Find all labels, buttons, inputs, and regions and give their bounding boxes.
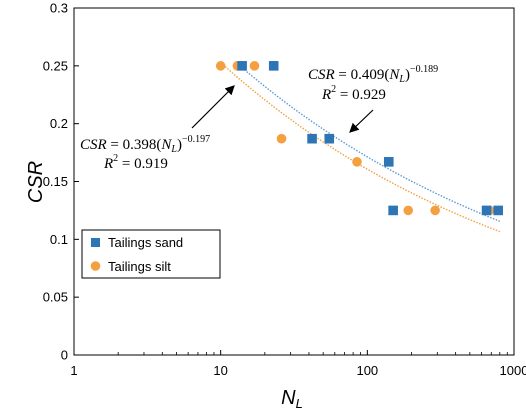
axis-ticks: 0 0.05 0.1 0.15 0.2 0.25 0.3 1 10 100 1000: [43, 1, 526, 379]
silt-fit-exp: −0.197: [182, 134, 210, 145]
x-tick-label: 10: [213, 363, 227, 378]
fit-curves: [220, 61, 501, 233]
legend-sand-marker: [91, 238, 100, 247]
svg-text:R2 = 0.929: R2 = 0.929: [321, 84, 386, 103]
silt-fit-r2: 0.919: [134, 156, 168, 172]
sand-eq-arrow: [349, 109, 374, 133]
sand-data-point: [481, 205, 492, 216]
sand-data-point: [324, 133, 335, 144]
sand-fit-coef: 0.409: [351, 67, 385, 83]
sand-data-point: [237, 61, 247, 71]
silt-data-point: [215, 61, 226, 71]
silt-data-point: [276, 133, 287, 144]
silt-data-point: [403, 205, 414, 216]
legend: Tailings sand Tailings silt: [81, 229, 221, 279]
y-tick-label: 0.1: [50, 232, 68, 247]
sand-fit-r2: 0.929: [352, 87, 386, 103]
sand-data-point: [307, 133, 317, 144]
y-tick-label: 0.05: [43, 290, 68, 305]
legend-sand-label: Tailings sand: [108, 235, 183, 250]
legend-silt-label: Tailings silt: [108, 259, 171, 274]
sand-fit-equation: CSR = 0.409(NL)−0.189 R2 = 0.929: [308, 64, 438, 103]
silt-fit-coef: 0.398: [123, 137, 157, 153]
silt-eq-arrow: [191, 85, 235, 129]
y-tick-label: 0.15: [43, 174, 68, 189]
x-axis-label-sub: L: [296, 396, 303, 411]
sand-data-point: [493, 205, 503, 216]
silt-data-point: [352, 157, 362, 167]
x-axis-label-main: N: [281, 387, 296, 409]
y-axis-label: CSR: [25, 161, 47, 203]
x-axis-label: NL: [281, 387, 303, 411]
plot-frame: [73, 7, 515, 356]
svg-text:CSR = 0.409(NL)−0.189: CSR = 0.409(NL)−0.189: [308, 64, 438, 85]
y-tick-label: 0: [61, 348, 68, 363]
silt-data-point: [430, 205, 440, 216]
sand-data-point: [383, 157, 394, 167]
svg-text:CSR = 0.398(NL)−0.197: CSR = 0.398(NL)−0.197: [80, 134, 210, 155]
y-tick-label: 0.2: [50, 116, 68, 131]
x-tick-label: 1000: [500, 363, 526, 378]
silt-fit-equation: CSR = 0.398(NL)−0.197 R2 = 0.919: [80, 134, 210, 172]
sand-fit-exp: −0.189: [410, 64, 438, 75]
legend-box: [81, 229, 221, 279]
data-points: [215, 61, 503, 216]
legend-silt-marker: [90, 261, 101, 271]
x-tick-label: 1: [70, 363, 77, 378]
sand-data-point: [388, 205, 398, 216]
silt-data-point: [249, 61, 260, 71]
sand-data-point: [268, 61, 279, 71]
y-tick-label: 0.3: [50, 1, 68, 16]
fit-curve-silt: [220, 61, 501, 233]
y-tick-label: 0.25: [43, 58, 68, 73]
fit-curve-sand: [241, 67, 501, 222]
x-tick-label: 100: [356, 363, 378, 378]
svg-text:R2 = 0.919: R2 = 0.919: [103, 153, 168, 172]
